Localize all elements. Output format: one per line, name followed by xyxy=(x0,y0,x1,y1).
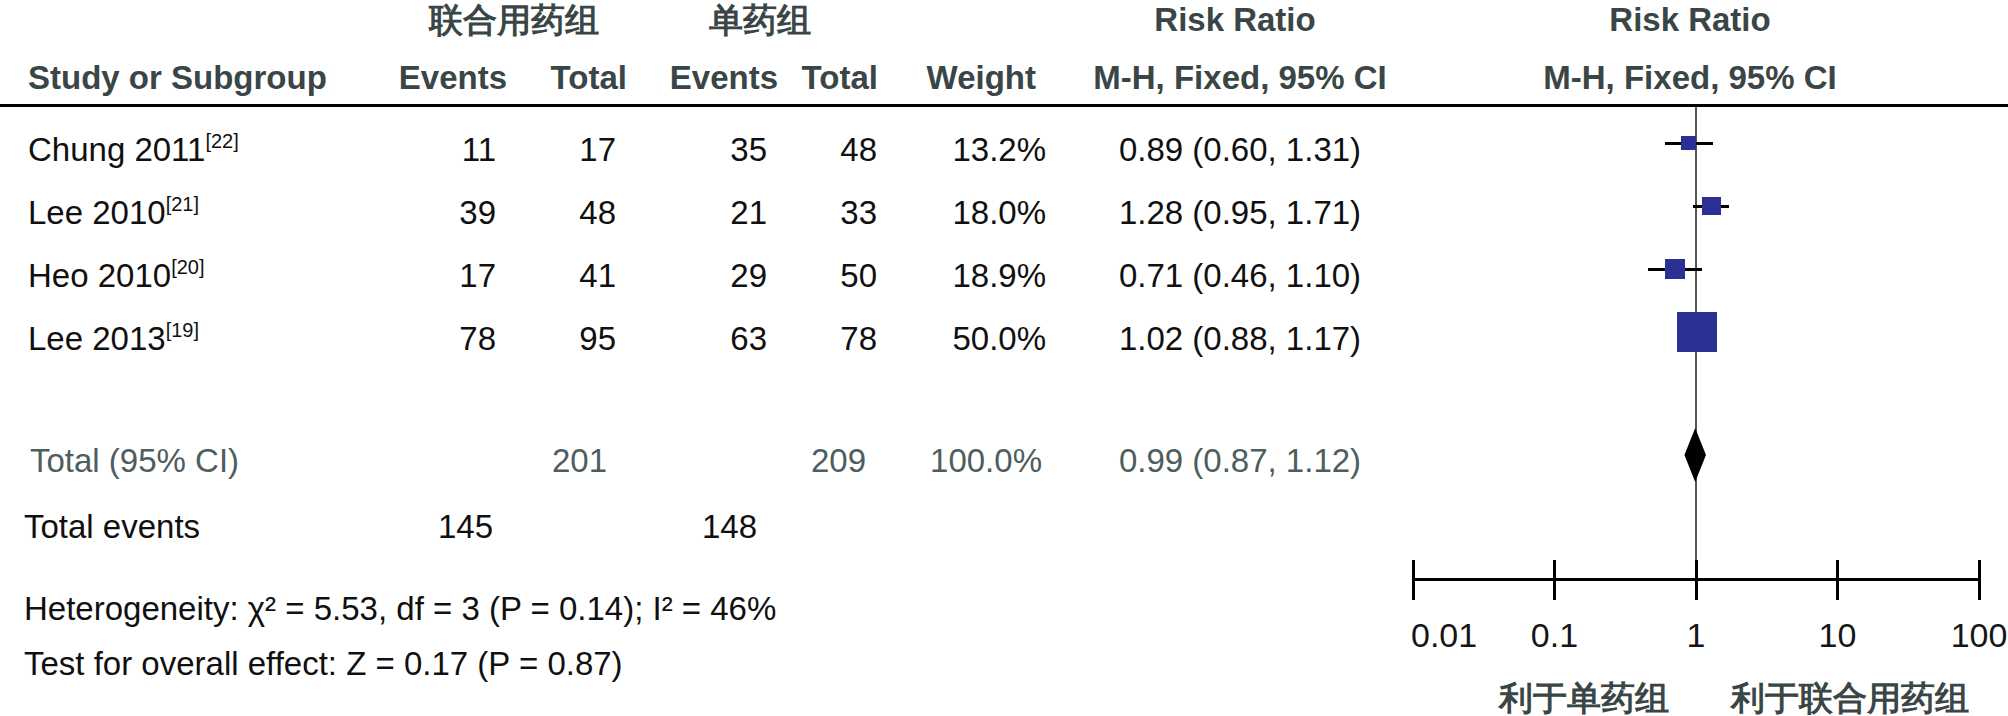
study-label: Lee 2010[21] xyxy=(28,193,199,237)
weight-cell: 18.9% xyxy=(952,256,1046,296)
effect-square xyxy=(1677,312,1717,352)
rr-ci-cell: 1.28 (0.95, 1.71) xyxy=(1119,193,1361,233)
group2-header: 单药组 xyxy=(709,0,811,40)
favors-right-label: 利于联合用药组 xyxy=(1731,678,1969,716)
x-axis-tick xyxy=(1836,560,1839,600)
mh-plot-col-header: M-H, Fixed, 95% CI xyxy=(1543,58,1836,98)
reference-superscript: [21] xyxy=(166,193,199,215)
total1-cell: 17 xyxy=(579,130,616,170)
events2-col-header: Events xyxy=(670,58,778,98)
x-axis-tick-label: 0.1 xyxy=(1531,615,1578,655)
effect-square xyxy=(1702,197,1721,216)
weight-cell: 50.0% xyxy=(952,319,1046,359)
events1-col-header: Events xyxy=(399,58,507,98)
effect-square xyxy=(1665,259,1684,278)
events1-cell: 39 xyxy=(459,193,496,233)
x-axis-tick xyxy=(1695,560,1698,600)
rr-ci-cell: 0.71 (0.46, 1.10) xyxy=(1119,256,1361,296)
group1-header: 联合用药组 xyxy=(429,0,599,40)
total2-cell: 48 xyxy=(840,130,877,170)
weight-cell: 13.2% xyxy=(952,130,1046,170)
favors-left-label: 利于单药组 xyxy=(1499,678,1669,716)
events1-cell: 11 xyxy=(462,130,496,170)
total2-cell: 50 xyxy=(840,256,877,296)
total1-cell: 41 xyxy=(579,256,616,296)
events1-cell: 17 xyxy=(459,256,496,296)
total-events2-cell: 148 xyxy=(702,507,757,547)
risk-ratio-plot-col-header: Risk Ratio xyxy=(1609,0,1770,40)
total2-sum-cell: 209 xyxy=(811,441,866,481)
total-effect-diamond xyxy=(1684,428,1706,482)
study-label: Heo 2010[20] xyxy=(28,256,204,300)
study-label: Lee 2013[19] xyxy=(28,319,199,363)
forest-plot-figure: 联合用药组 单药组 Risk Ratio Risk Ratio Study or… xyxy=(0,0,2008,716)
effect-square xyxy=(1681,136,1696,151)
reference-superscript: [20] xyxy=(171,256,204,278)
total-events1-cell: 145 xyxy=(438,507,493,547)
heterogeneity-text: Heterogeneity: χ² = 5.53, df = 3 (P = 0.… xyxy=(24,589,776,629)
events2-cell: 63 xyxy=(730,319,767,359)
study-col-header: Study or Subgroup xyxy=(28,58,327,98)
x-axis-tick xyxy=(1412,560,1415,600)
rr-ci-cell: 0.89 (0.60, 1.31) xyxy=(1119,130,1361,170)
x-axis-tick xyxy=(1553,560,1556,600)
reference-superscript: [22] xyxy=(205,130,238,152)
total2-cell: 33 xyxy=(840,193,877,233)
events2-cell: 35 xyxy=(730,130,767,170)
x-axis-tick xyxy=(1978,560,1981,600)
events2-cell: 21 xyxy=(730,193,767,233)
total2-col-header: Total xyxy=(802,58,878,98)
x-axis-tick-label: 10 xyxy=(1819,615,1857,655)
header-rule xyxy=(0,104,2008,107)
events1-cell: 78 xyxy=(459,319,496,359)
total-events-label: Total events xyxy=(24,507,200,547)
weight-cell: 18.0% xyxy=(952,193,1046,233)
x-axis-tick-label: 0.01 xyxy=(1411,615,1477,655)
x-axis-tick-label: 1 xyxy=(1687,615,1706,655)
rr-ci-cell: 1.02 (0.88, 1.17) xyxy=(1119,319,1361,359)
weight-col-header: Weight xyxy=(927,58,1036,98)
total1-cell: 95 xyxy=(579,319,616,359)
total1-sum-cell: 201 xyxy=(552,441,607,481)
total2-cell: 78 xyxy=(840,319,877,359)
overall-effect-text: Test for overall effect: Z = 0.17 (P = 0… xyxy=(24,644,623,684)
total-row-label: Total (95% CI) xyxy=(30,441,239,481)
total-rr-ci-cell: 0.99 (0.87, 1.12) xyxy=(1119,441,1361,481)
events2-cell: 29 xyxy=(730,256,767,296)
total-weight-cell: 100.0% xyxy=(930,441,1042,481)
total1-col-header: Total xyxy=(551,58,627,98)
total1-cell: 48 xyxy=(579,193,616,233)
x-axis-tick-label: 100 xyxy=(1951,615,2008,655)
reference-superscript: [19] xyxy=(166,319,199,341)
study-label: Chung 2011[22] xyxy=(28,130,239,174)
mh-text-col-header: M-H, Fixed, 95% CI xyxy=(1093,58,1386,98)
risk-ratio-text-col-header: Risk Ratio xyxy=(1154,0,1315,40)
